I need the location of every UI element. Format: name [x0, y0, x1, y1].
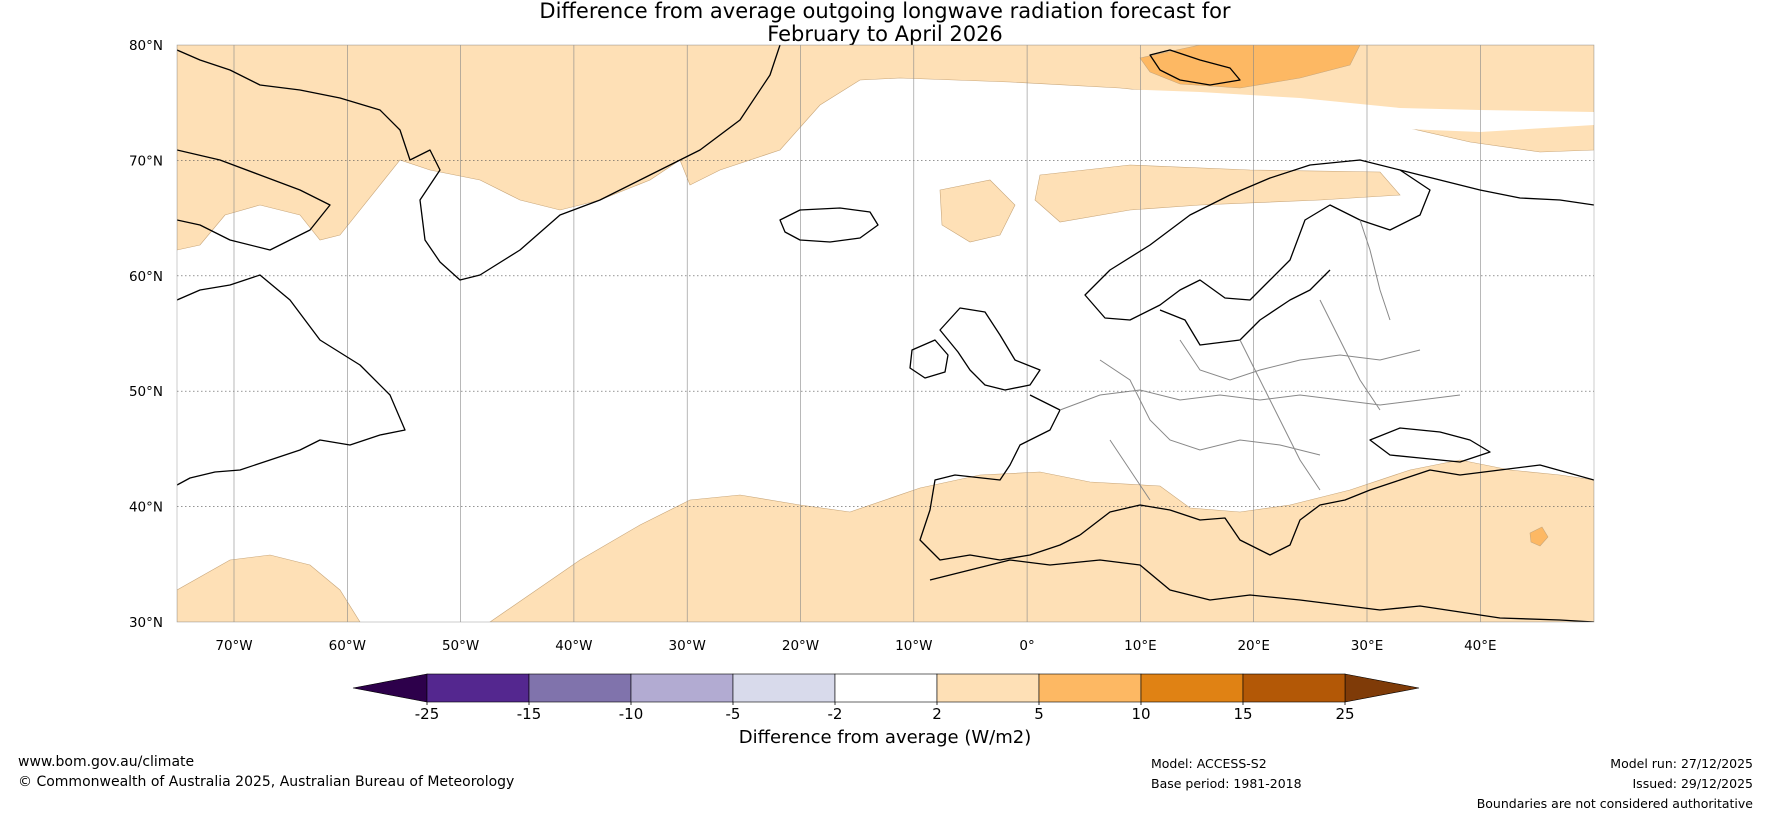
- colorbar-bin: [1140, 673, 1244, 703]
- anomaly-region-mediterranean: [489, 459, 1594, 622]
- colorbar-tick-label: 10: [1131, 705, 1150, 723]
- footer-model: Model: ACCESS-S2: [1151, 756, 1267, 771]
- colorbar-bin: [1242, 673, 1346, 703]
- colorbar-bin: [936, 673, 1040, 703]
- chart-title: Difference from average outgoing longwav…: [0, 0, 1770, 46]
- coastline-europe-west: [919, 394, 1081, 561]
- colorbar-tick-label: -15: [517, 705, 542, 723]
- colorbar-over-arrow: [1344, 673, 1420, 703]
- border-lines-central-europe: [1059, 219, 1461, 501]
- colorbar-bin: [630, 673, 734, 703]
- colorbar-tick-label: 15: [1233, 705, 1252, 723]
- map-frame: [176, 44, 1595, 623]
- coastline-north-africa: [929, 559, 1594, 622]
- longitude-tick-label: 10°E: [1124, 638, 1156, 654]
- coastline-russia-arctic: [1399, 169, 1594, 206]
- anomaly-region-east-atlantic: [939, 179, 1016, 243]
- coastline-mediterranean-north: [1079, 464, 1594, 556]
- footer-model-run: Model run: 27/12/2025: [1610, 756, 1753, 771]
- colorbar-tick-label: -10: [619, 705, 644, 723]
- longitude-tick-label: 10°W: [895, 638, 932, 654]
- coastline-iceland: [779, 207, 879, 243]
- longitude-tick-label: 50°W: [442, 638, 479, 654]
- colorbar-bin: [834, 673, 938, 703]
- longitude-tick-label: 70°W: [215, 638, 252, 654]
- country-borders: [1059, 219, 1461, 501]
- coastline-ireland: [909, 339, 949, 379]
- longitude-tick-label: 30°W: [669, 638, 706, 654]
- footer-issued: Issued: 29/12/2025: [1632, 776, 1754, 791]
- colorbar-tick-label: 2: [932, 705, 942, 723]
- colorbar-tick-label: 5: [1034, 705, 1044, 723]
- longitude-tick-label: 20°E: [1237, 638, 1269, 654]
- longitude-axis: 70°W 60°W 50°W 40°W 30°W 20°W 10°W 0° 10°E 20°E 30…: [215, 638, 1496, 654]
- latitude-tick-label: 60°N: [129, 269, 163, 285]
- title-line-1: Difference from average outgoing longwav…: [539, 0, 1231, 23]
- colorbar-tick-label: -25: [415, 705, 440, 723]
- footer-copyright: © Commonwealth of Australia 2025, Austra…: [18, 774, 515, 790]
- anomaly-region-subtropical-atlantic: [177, 554, 361, 622]
- longitude-tick-label: 20°W: [782, 638, 819, 654]
- colorbar-bin: [1038, 673, 1142, 703]
- colorbar-bin: [732, 673, 836, 703]
- colorbar: -25 -15 -10 -5 -2 2 5 10 15 25: [352, 673, 1420, 723]
- anomaly-region-svalbard-high: [1139, 45, 1361, 89]
- latitude-tick-label: 50°N: [129, 384, 163, 400]
- longitude-tick-label: 40°W: [555, 638, 592, 654]
- colorbar-tick-label: -2: [828, 705, 843, 723]
- colorbar-tick-label: -5: [726, 705, 741, 723]
- anomaly-region-turkey-high: [1529, 526, 1549, 547]
- coastline-baltic: [1159, 269, 1331, 346]
- anomaly-fills: [177, 45, 1594, 622]
- longitude-tick-label: 30°E: [1351, 638, 1383, 654]
- footer-base-period: Base period: 1981-2018: [1151, 776, 1302, 791]
- footer-website: www.bom.gov.au/climate: [18, 754, 195, 770]
- latitude-tick-label: 80°N: [129, 38, 163, 54]
- coastline-britain: [939, 307, 1041, 391]
- colorbar-under-arrow: [352, 673, 428, 703]
- coastline-greenland: [177, 45, 781, 281]
- title-line-2: February to April 2026: [767, 22, 1003, 46]
- longitude-tick-label: 0°: [1019, 638, 1034, 654]
- coastline-baffin: [177, 149, 331, 251]
- white-band-north: [1090, 88, 1594, 132]
- anomaly-region-norwegian-sea: [1034, 164, 1401, 223]
- coastline-black-sea: [1369, 427, 1491, 463]
- colorbar-tick-label: 25: [1335, 705, 1354, 723]
- map-panel: [176, 44, 1595, 623]
- longitude-tick-label: 40°E: [1464, 638, 1496, 654]
- colorbar-bin: [528, 673, 632, 703]
- latitude-tick-label: 40°N: [129, 500, 163, 516]
- footer-disclaimer: Boundaries are not considered authoritat…: [1476, 796, 1753, 811]
- colorbar-bin: [426, 673, 530, 703]
- coastline-labrador: [177, 274, 406, 486]
- colorbar-label: Difference from average (W/m2): [738, 727, 1032, 748]
- latitude-axis: 80°N 70°N 60°N 50°N 40°N 30°N: [129, 38, 163, 631]
- longitude-tick-label: 60°W: [329, 638, 366, 654]
- coastline-svalbard: [1149, 49, 1241, 86]
- latitude-tick-label: 70°N: [129, 153, 163, 169]
- latitude-tick-label: 30°N: [129, 615, 163, 631]
